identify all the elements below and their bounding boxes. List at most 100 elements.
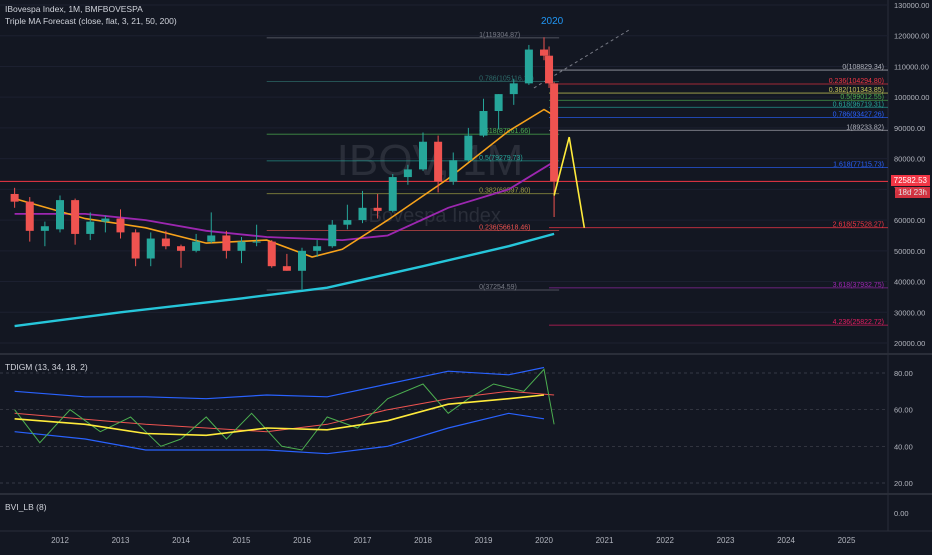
fib-extension-label: 1.618(77115.73) [833, 161, 884, 168]
osc-axis-label: 80.00 [894, 369, 913, 378]
osc-lower-band [14, 412, 545, 455]
candle-body [358, 207, 367, 221]
bvi-axis-label: 0.00 [894, 509, 909, 518]
candle-body [403, 169, 412, 178]
osc-rsi-line [14, 368, 555, 451]
price-axis-label: 60000.00 [894, 216, 925, 225]
fib-retracement-label: 0(37254.59) [479, 284, 517, 291]
symbol-legend[interactable]: IBovespa Index, 1M, BMFBOVESPA [5, 4, 143, 14]
time-axis-label: 2012 [51, 536, 69, 545]
fib-extension-label: 0(108829.34) [842, 64, 884, 71]
bar-countdown-tag: 18d 23h [895, 187, 930, 199]
year-annotation: 2020 [541, 16, 564, 27]
time-axis-label: 2019 [475, 536, 493, 545]
price-axis-label: 80000.00 [894, 155, 925, 164]
candle-body [237, 241, 246, 251]
tdigm-legend[interactable]: TDIGM (13, 34, 18, 2) [5, 362, 88, 372]
time-axis-label: 2015 [233, 536, 251, 545]
time-axis-label: 2021 [596, 536, 614, 545]
price-axis-label: 30000.00 [894, 308, 925, 317]
fib-retracement-label: 0.786(105116.12) [479, 75, 534, 82]
osc-axis-label: 20.00 [894, 479, 913, 488]
candle-body [252, 241, 261, 243]
time-axis-label: 2023 [717, 536, 735, 545]
candle-body [146, 238, 155, 259]
candle-body [207, 235, 216, 242]
fib-retracement-label: 0.618(87961.66) [479, 128, 530, 135]
candle-body [373, 207, 382, 211]
candle-body [25, 201, 34, 231]
price-axis-label: 20000.00 [894, 339, 925, 348]
candle-body [388, 177, 397, 211]
candle-body [494, 94, 503, 112]
time-axis-label: 2014 [172, 536, 190, 545]
forecast-line [553, 136, 586, 228]
candle-body [131, 232, 140, 259]
fib-extension-label: 4.236(25822.72) [833, 319, 884, 326]
candle-body [86, 221, 95, 234]
candle-body [328, 224, 337, 247]
ma-50-line [14, 160, 555, 242]
candle-body [282, 266, 291, 271]
candle-body [71, 200, 80, 234]
ma-21-line [14, 108, 555, 258]
candle-body [509, 83, 518, 95]
time-axis-label: 2013 [112, 536, 130, 545]
fib-retracement-label: 1(119304.87) [479, 32, 520, 39]
candle-body [434, 141, 443, 182]
price-axis-label: 130000.00 [894, 1, 929, 10]
candle-body [524, 49, 533, 84]
candle-body [545, 55, 554, 84]
osc-signal-line [14, 394, 545, 437]
candle-body [419, 141, 427, 170]
price-axis-label: 120000.00 [894, 32, 929, 41]
candle-body [192, 241, 201, 251]
price-axis-label: 100000.00 [894, 93, 929, 102]
candle-body [222, 235, 231, 251]
fib-retracement-label: 0.5(79279.73) [479, 155, 523, 162]
candle-body [116, 218, 125, 233]
time-axis-label: 2025 [838, 536, 856, 545]
price-axis-label: 110000.00 [894, 62, 929, 71]
candle-body [449, 160, 458, 182]
fib-extension-label: 3.618(37932.75) [833, 282, 884, 289]
time-axis-label: 2020 [535, 536, 553, 545]
candle-body [101, 218, 110, 222]
ma-forecast-legend[interactable]: Triple MA Forecast (close, flat, 3, 21, … [5, 16, 177, 26]
time-axis-label: 2018 [414, 536, 432, 545]
price-axis-label: 90000.00 [894, 124, 925, 133]
candle-body [550, 83, 559, 182]
fib-retracement-label: 0.236(56618.46) [479, 224, 530, 231]
candle-body [313, 246, 322, 251]
osc-upper-band [14, 366, 545, 400]
candle-body [540, 49, 548, 56]
time-axis-label: 2024 [777, 536, 795, 545]
candle-body [177, 246, 185, 251]
fib-extension-label: 0.5(99012.55) [840, 94, 884, 101]
fib-extension-label: 0.618(96719.31) [833, 101, 884, 108]
osc-axis-label: 40.00 [894, 442, 913, 451]
candle-body [298, 250, 306, 271]
ma-200-line [14, 232, 555, 328]
bvi-legend[interactable]: BVI_LB (8) [5, 502, 47, 512]
candle-body [161, 238, 170, 247]
fib-extension-label: 0.786(93427.26) [833, 111, 884, 118]
osc-red-line [14, 390, 555, 433]
time-axis-label: 2016 [293, 536, 311, 545]
candle-body [464, 135, 473, 161]
price-axis-label: 40000.00 [894, 278, 925, 287]
candle-body [10, 193, 19, 202]
fib-extension-label: 1(89233.82) [846, 124, 884, 131]
fib-extension-label: 0.382(101343.85) [829, 87, 884, 94]
fib-extension-label: 2.618(57528.27) [833, 222, 884, 229]
time-axis-label: 2022 [656, 536, 674, 545]
fib-extension-label: 0.236(104294.80) [829, 78, 884, 85]
candle-body [56, 200, 64, 230]
time-axis-label: 2017 [354, 536, 372, 545]
candle-body [343, 220, 352, 225]
candle-body [40, 226, 49, 231]
candle-body [479, 111, 488, 136]
osc-axis-label: 60.00 [894, 406, 913, 415]
